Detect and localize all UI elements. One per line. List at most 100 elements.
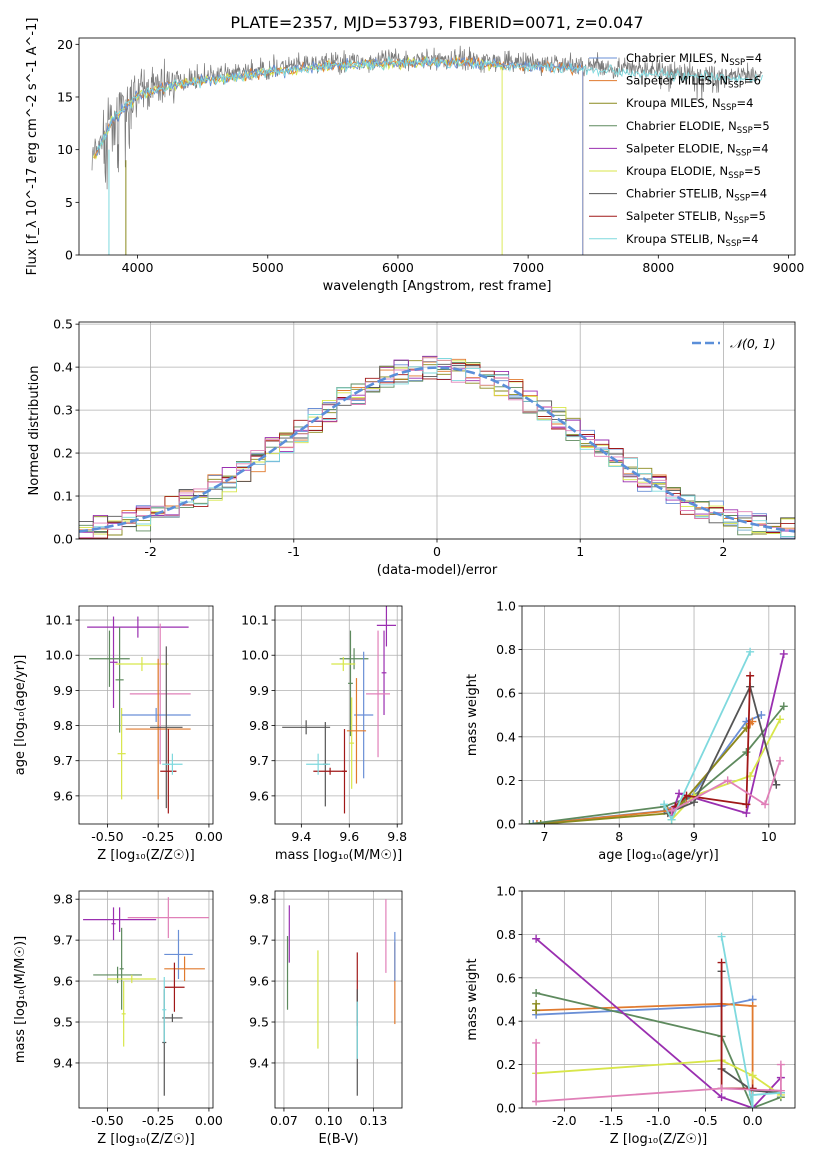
axes-frame bbox=[78, 605, 214, 825]
series-line bbox=[667, 684, 778, 814]
data-point-marker bbox=[675, 789, 684, 798]
data-point-marker bbox=[532, 820, 541, 824]
model-line bbox=[92, 55, 503, 255]
y-tick-label: 0.1 bbox=[53, 489, 73, 504]
model-line bbox=[96, 56, 763, 150]
residuals-marks bbox=[79, 355, 795, 539]
mass-age-marks bbox=[282, 606, 397, 814]
residuals-panel: -2 -1 0 1 2 0.0 0.1 0.2 0.3 0.4 0.5 (data-model)/er… bbox=[27, 317, 796, 578]
x-tick-label: 4000 bbox=[122, 260, 154, 275]
data-point-marker bbox=[776, 1060, 785, 1069]
legend-value: =4 bbox=[745, 51, 762, 65]
y-tick-label: 10.0 bbox=[241, 648, 269, 663]
legend-value: =5 bbox=[744, 164, 761, 178]
legend-subscript: SSP bbox=[737, 126, 753, 136]
data-point-marker bbox=[532, 988, 541, 997]
data-point-marker bbox=[723, 776, 732, 785]
x-tick-label: 0.13 bbox=[359, 1113, 387, 1128]
legend-label: Salpeter ELODIE, NSSP=4 bbox=[626, 141, 769, 158]
y-tick-label: 0.4 bbox=[53, 360, 73, 375]
x-tick-label: 9.4 bbox=[291, 829, 311, 844]
data-point-marker bbox=[776, 715, 785, 724]
y-tick-label: 0.6 bbox=[496, 686, 516, 701]
data-point-marker bbox=[748, 1090, 757, 1099]
data-point-marker bbox=[532, 934, 541, 943]
x-tick-label: 0.0 bbox=[743, 1113, 763, 1128]
x-tick-label: 0.00 bbox=[195, 1113, 223, 1128]
z-age-panel: -0.50 -0.25 0.00 9.6 9.7 9.8 9.9 10.0 10.1 Z [log… bbox=[13, 605, 223, 863]
y-tick-label: 9.8 bbox=[249, 892, 269, 907]
series-line bbox=[535, 992, 782, 1108]
data-point-marker bbox=[779, 702, 788, 711]
ebv-mass-panel: 0.07 0.10 0.13 9.4 9.5 9.6 9.7 9.8 E(B-V) bbox=[249, 890, 403, 1147]
legend-subscript: SSP bbox=[734, 194, 750, 204]
x-tick-label: -2 bbox=[144, 544, 156, 559]
x-tick-label: -1.0 bbox=[646, 1113, 670, 1128]
legend-value: =4 bbox=[752, 141, 769, 155]
data-point-marker bbox=[779, 649, 788, 658]
y-tick-label: 10 bbox=[57, 142, 73, 157]
x-tick-label: 7000 bbox=[512, 260, 544, 275]
ebv-mass-marks bbox=[286, 899, 396, 1096]
y-tick-label: 0.4 bbox=[496, 729, 516, 744]
x-tick-label: -1 bbox=[288, 544, 300, 559]
y-tick-label: 0.2 bbox=[496, 1057, 516, 1072]
legend-value: =4 bbox=[736, 96, 753, 110]
x-tick-label: -0.25 bbox=[142, 1113, 174, 1128]
series-line bbox=[536, 1059, 782, 1096]
x-axis-label: Z [log₁₀(Z/Z☉)] bbox=[97, 848, 194, 863]
x-tick-label: 5000 bbox=[252, 260, 284, 275]
x-tick-label: 9.6 bbox=[339, 829, 359, 844]
y-axis-label: Normed distribution bbox=[27, 366, 42, 496]
y-tick-label: 9.5 bbox=[53, 1015, 73, 1030]
data-point-marker bbox=[532, 1038, 541, 1047]
y-tick-label: 9.8 bbox=[249, 718, 269, 733]
data-point-marker bbox=[746, 647, 755, 656]
legend-label: Chabrier MILES, NSSP=4 bbox=[626, 51, 762, 68]
z-age-marks bbox=[87, 616, 191, 814]
data-point-marker bbox=[660, 800, 669, 809]
y-tick-label: 9.7 bbox=[249, 753, 269, 768]
data-point-marker bbox=[748, 1104, 757, 1108]
y-tick-label: 0.0 bbox=[496, 817, 516, 832]
figure-title: PLATE=2357, MJD=53793, FIBERID=0071, z=0… bbox=[230, 13, 643, 32]
legend-subscript: SSP bbox=[736, 148, 752, 158]
x-axis-label: age [log₁₀(age/yr)] bbox=[598, 848, 719, 863]
z-weight-panel: -2.0 -1.5 -1.0 -0.5 0.0 0.0 0.2 0.4 0.6 0.8 1.0 Z [… bbox=[465, 884, 796, 1147]
data-point-marker bbox=[717, 958, 726, 967]
axes-frame bbox=[521, 605, 796, 825]
data-point-marker bbox=[532, 1097, 541, 1106]
y-tick-label: 0.8 bbox=[496, 927, 516, 942]
x-tick-label: -0.50 bbox=[91, 829, 123, 844]
x-axis-label: mass [log₁₀(M/M☉)] bbox=[275, 848, 402, 863]
gaussian-curve bbox=[79, 366, 795, 533]
y-tick-label: 9.7 bbox=[249, 933, 269, 948]
legend-subscript: SSP bbox=[733, 216, 749, 226]
data-point-marker bbox=[717, 1093, 726, 1102]
x-tick-label: 0.07 bbox=[270, 1113, 298, 1128]
legend-value: =6 bbox=[744, 74, 761, 88]
x-tick-label: -0.50 bbox=[91, 1113, 123, 1128]
y-tick-label: 10.1 bbox=[241, 613, 269, 628]
data-point-marker bbox=[776, 756, 785, 765]
x-tick-label: 8000 bbox=[642, 260, 674, 275]
x-tick-label: 9.8 bbox=[387, 829, 407, 844]
axes-frame bbox=[274, 890, 403, 1109]
x-tick-label: 6000 bbox=[382, 260, 414, 275]
x-tick-label: 9000 bbox=[773, 260, 805, 275]
data-point-marker bbox=[536, 820, 545, 824]
legend-label: 𝒩(0, 1) bbox=[730, 336, 776, 351]
axes-frame bbox=[78, 890, 214, 1109]
y-tick-label: 0.8 bbox=[496, 642, 516, 657]
x-tick-label: -1.5 bbox=[599, 1113, 623, 1128]
data-point-marker bbox=[772, 780, 781, 789]
legend-label: Salpeter STELIB, NSSP=5 bbox=[626, 209, 766, 226]
y-tick-label: 9.9 bbox=[53, 683, 73, 698]
legend-label: Chabrier STELIB, NSSP=4 bbox=[626, 187, 767, 204]
y-tick-label: 9.6 bbox=[249, 974, 269, 989]
data-point-marker bbox=[742, 800, 751, 809]
y-tick-label: 5 bbox=[65, 195, 73, 210]
data-point-marker bbox=[748, 1071, 757, 1080]
y-tick-label: 9.7 bbox=[53, 933, 73, 948]
